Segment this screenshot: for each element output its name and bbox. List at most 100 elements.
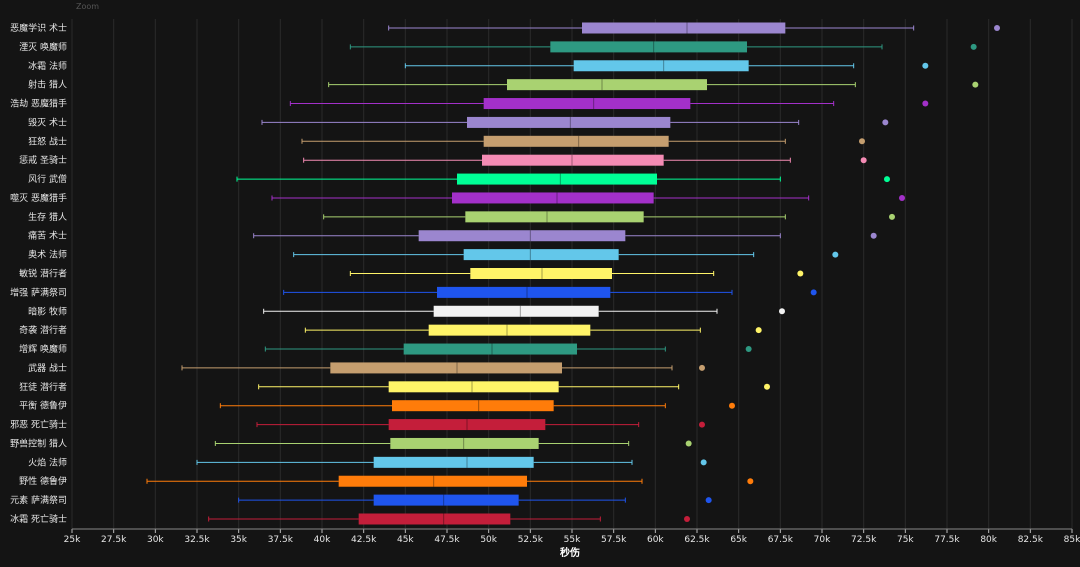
box-24 [338,475,527,487]
box-2 [573,60,749,72]
box-4 [483,98,691,110]
y-category-label-25: 元素 萨满祭司 [10,494,67,506]
y-category-label-6: 狂怒 战士 [28,135,67,147]
x-tick-label-5: 37.5k [268,535,294,545]
box-group-20 [219,400,735,412]
box-group-10 [323,211,895,223]
box-group-4 [289,98,929,110]
box-8 [457,173,657,185]
y-category-label-19: 狂徒 潜行者 [19,381,67,393]
outlier-point-0 [994,25,1000,31]
x-tick-label-1: 27.5k [101,535,127,545]
box-22 [390,437,539,449]
outlier-point-18 [699,364,705,371]
outlier-point-24 [747,478,754,485]
box-5 [467,116,671,128]
y-category-label-15: 暗影 牧师 [28,305,67,317]
box-group-1 [349,41,977,53]
x-axis-title: 秒伤 [560,546,580,559]
box-group-5 [261,116,889,128]
y-category-label-2: 冰霜 法师 [28,60,67,72]
x-tick-label-23: 82.5k [1018,535,1044,545]
outlier-point-12 [832,251,839,258]
x-tick-label-16: 65k [730,535,747,545]
y-category-label-18: 武器 战士 [28,362,67,374]
box-group-19 [258,381,770,393]
box-13 [470,268,612,279]
x-tick-label-10: 50k [480,535,497,545]
x-tick-label-15: 62.5k [684,535,710,545]
box-group-12 [293,249,839,261]
outlier-point-26 [684,516,690,522]
box-3 [507,79,707,91]
box-group-14 [283,286,817,298]
box-group-24 [146,475,754,487]
y-category-label-16: 奇袭 潜行者 [19,324,67,336]
outlier-point-13 [797,270,804,277]
box-16 [428,324,591,336]
outlier-point-7 [860,157,867,164]
outlier-point-22 [685,440,692,447]
box-15 [433,305,599,317]
y-category-label-24: 野性 德鲁伊 [19,475,67,487]
y-category-label-0: 恶魔学识 术士 [10,22,67,34]
outlier-point-10 [889,213,895,220]
outlier-point-11 [870,232,877,239]
outlier-point-25 [705,497,712,504]
y-category-label-23: 火焰 法师 [28,456,67,468]
box-21 [388,419,546,431]
y-category-label-21: 邪恶 死亡骑士 [10,419,67,431]
box-group-0 [388,22,1000,34]
y-category-label-10: 生存 猎人 [28,211,67,223]
box-group-17 [264,343,752,355]
box-6 [483,135,669,147]
x-tick-label-14: 60k [647,535,664,545]
y-category-label-11: 痛苦 术士 [28,230,67,242]
outlier-point-6 [859,138,865,145]
box-19 [388,381,559,393]
box-group-2 [404,60,929,72]
outlier-point-3 [972,81,979,88]
y-category-label-14: 增强 萨满祭司 [10,286,67,298]
x-tick-label-2: 30k [147,535,164,545]
outlier-point-9 [899,194,905,201]
box-group-18 [181,362,705,374]
box-1 [550,41,747,53]
x-tick-label-21: 77.5k [934,535,960,545]
outlier-point-20 [729,402,735,409]
box-11 [418,230,626,242]
y-category-label-8: 风行 武僧 [28,173,67,185]
box-group-9 [271,192,905,204]
y-category-label-4: 浩劫 恶魔猎手 [10,98,67,110]
x-tick-label-11: 52.5k [518,535,544,545]
box-26 [358,513,511,525]
x-tick-label-13: 57.5k [601,535,627,545]
x-tick-label-0: 25k [64,535,81,545]
y-category-label-9: 噬灭 恶魔猎手 [10,192,67,204]
box-group-22 [214,437,692,449]
corner-tag: Zoom [76,2,100,11]
box-group-15 [263,305,785,317]
x-tick-label-6: 40k [314,535,331,545]
x-tick-label-22: 80k [980,535,997,545]
outlier-point-14 [810,289,817,296]
y-category-label-5: 毁灭 术士 [28,116,67,128]
outlier-point-8 [884,176,890,183]
y-category-label-20: 平衡 德鲁伊 [19,400,67,412]
box-20 [392,400,554,412]
x-tick-label-19: 72.5k [851,535,877,545]
outlier-point-19 [764,383,770,390]
outlier-point-23 [700,459,707,466]
outlier-point-5 [882,119,889,126]
outlier-point-17 [745,346,752,353]
y-category-label-1: 湮灭 唤魔师 [19,41,67,53]
box-group-21 [256,419,705,431]
x-tick-label-18: 70k [814,535,831,545]
x-tick-label-9: 47.5k [434,535,460,545]
x-tick-label-4: 35k [230,535,247,545]
box-group-26 [208,513,690,525]
outlier-point-16 [755,327,762,334]
box-group-3 [328,79,979,91]
